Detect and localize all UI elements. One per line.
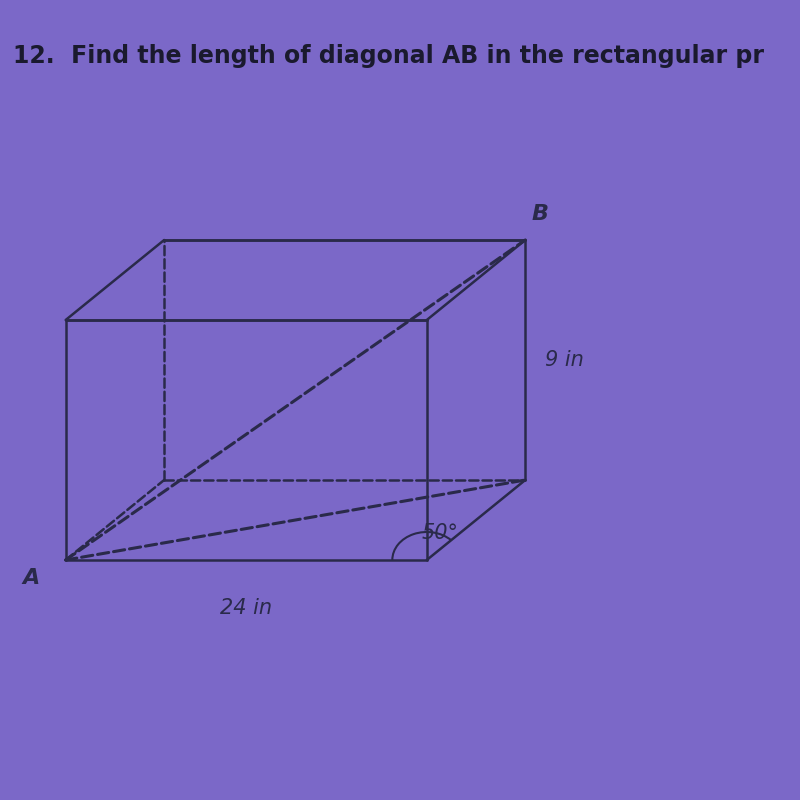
- Text: 24 in: 24 in: [220, 598, 272, 618]
- Text: B: B: [532, 204, 549, 224]
- Text: 9 in: 9 in: [545, 350, 584, 370]
- Text: 50°: 50°: [422, 522, 459, 542]
- Text: A: A: [22, 568, 39, 588]
- Text: 12.  Find the length of diagonal AB in the rectangular pr: 12. Find the length of diagonal AB in th…: [13, 44, 764, 68]
